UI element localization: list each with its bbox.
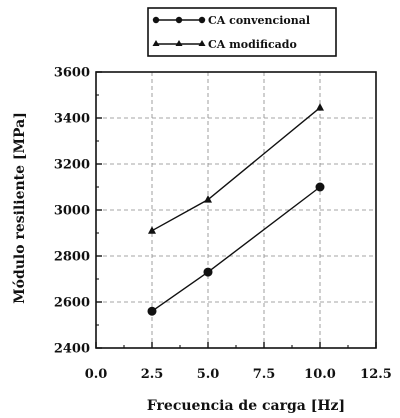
data-point-triangle: [204, 195, 212, 203]
legend-marker-circle: [198, 16, 206, 24]
x-tick-label: 0.0: [85, 367, 108, 382]
legend-marker-triangle: [152, 40, 160, 46]
series-line-1: [151, 186, 321, 312]
legend-label-series-1: CA convencional: [208, 14, 310, 27]
y-tick-label: 2400: [54, 342, 90, 357]
y-axis-title: Módulo resiliente [MPa]: [12, 112, 28, 304]
y-tick-label: 3000: [54, 204, 90, 219]
data-point-triangle: [148, 226, 156, 234]
legend-marker-triangle: [198, 40, 206, 46]
series: [147, 103, 325, 316]
x-axis-title: Frecuencia de carga [Hz]: [147, 398, 345, 414]
series-line-2: [151, 107, 321, 232]
y-tick-label: 3600: [54, 66, 90, 81]
x-tick-label: 7.5: [253, 367, 276, 382]
legend-box: [147, 7, 337, 57]
y-tick-label: 3400: [54, 112, 90, 127]
data-point-triangle: [316, 103, 324, 111]
x-tick-label: 12.5: [360, 367, 392, 382]
y-tick-label: 3200: [54, 158, 90, 173]
axes: 2400 2600 2800 3000 3200 3400 3600 0.0 2.5 5.0 7.5…: [54, 66, 392, 383]
legend: CA convencional CA modificado: [147, 7, 337, 57]
data-point-circle: [315, 182, 325, 192]
x-tick-label: 2.5: [141, 367, 164, 382]
legend-label-series-2: CA modificado: [208, 38, 297, 51]
x-tick-label: 5.0: [197, 367, 220, 382]
legend-marker-triangle: [175, 40, 183, 46]
legend-marker-circle: [152, 16, 160, 24]
grid: [96, 72, 376, 348]
x-tick-label: 10.0: [304, 367, 336, 382]
legend-marker-circle: [175, 16, 183, 24]
y-tick-label: 2800: [54, 250, 90, 265]
y-tick-label: 2600: [54, 296, 90, 311]
data-point-circle: [147, 306, 157, 316]
data-point-circle: [203, 267, 213, 277]
